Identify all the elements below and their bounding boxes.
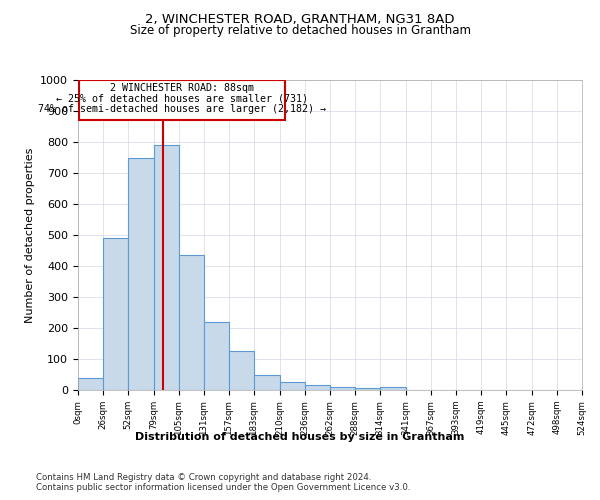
Bar xyxy=(280,382,305,390)
Bar xyxy=(355,388,380,390)
Text: Contains public sector information licensed under the Open Government Licence v3: Contains public sector information licen… xyxy=(36,482,410,492)
Bar xyxy=(179,255,204,390)
Bar xyxy=(78,378,103,390)
Text: 74% of semi-detached houses are larger (2,182) →: 74% of semi-detached houses are larger (… xyxy=(38,104,326,115)
Text: Size of property relative to detached houses in Grantham: Size of property relative to detached ho… xyxy=(130,24,470,37)
Text: Contains HM Land Registry data © Crown copyright and database right 2024.: Contains HM Land Registry data © Crown c… xyxy=(36,472,371,482)
Bar xyxy=(254,374,280,390)
Bar xyxy=(229,351,254,390)
Bar xyxy=(305,386,330,390)
Bar xyxy=(154,145,179,390)
Bar xyxy=(380,387,406,390)
Y-axis label: Number of detached properties: Number of detached properties xyxy=(25,148,35,322)
FancyBboxPatch shape xyxy=(79,80,285,120)
Bar xyxy=(204,322,229,390)
Bar xyxy=(103,238,128,390)
Text: ← 25% of detached houses are smaller (731): ← 25% of detached houses are smaller (73… xyxy=(56,94,308,104)
Bar xyxy=(128,158,154,390)
Text: Distribution of detached houses by size in Grantham: Distribution of detached houses by size … xyxy=(136,432,464,442)
Text: 2 WINCHESTER ROAD: 88sqm: 2 WINCHESTER ROAD: 88sqm xyxy=(110,82,254,93)
Text: 2, WINCHESTER ROAD, GRANTHAM, NG31 8AD: 2, WINCHESTER ROAD, GRANTHAM, NG31 8AD xyxy=(145,12,455,26)
Bar xyxy=(330,387,355,390)
